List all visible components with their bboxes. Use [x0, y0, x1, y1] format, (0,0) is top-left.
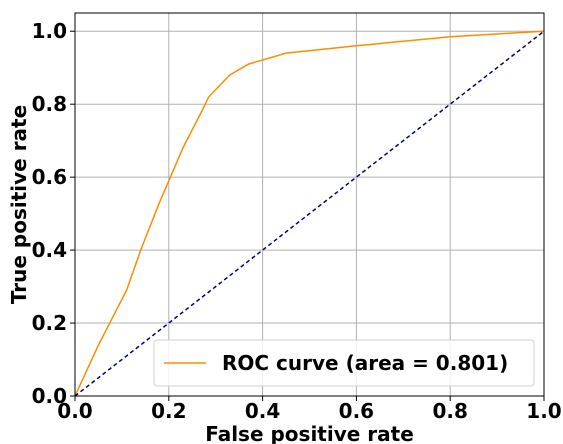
x-tick-label-1: 0.2 [151, 399, 186, 423]
y-tick-label-4: 0.8 [32, 92, 67, 116]
x-tick-label-0: 0.0 [57, 399, 92, 423]
diagonal-reference-line [74, 30, 545, 397]
legend: ROC curve (area = 0.801) [153, 339, 535, 387]
y-tick-label-1: 0.2 [32, 311, 67, 335]
legend-box [153, 339, 535, 387]
grid-lines [74, 13, 545, 397]
legend-label-roc: ROC curve (area = 0.801) [222, 351, 508, 375]
y-axis-ticks: 0.0 0.2 0.4 0.6 0.8 1.0 [32, 19, 75, 408]
y-tick-label-5: 1.0 [32, 19, 67, 43]
x-tick-label-4: 0.8 [432, 399, 467, 423]
y-tick-label-0: 0.0 [32, 384, 67, 408]
x-tick-label-3: 0.6 [339, 399, 374, 423]
x-axis-label: False positive rate [205, 422, 414, 444]
y-tick-label-2: 0.4 [32, 238, 67, 262]
y-axis-label: True positive rate [7, 105, 31, 304]
x-tick-label-5: 1.0 [526, 399, 561, 423]
series-lines [74, 30, 545, 397]
x-tick-label-2: 0.4 [245, 399, 280, 423]
y-tick-label-3: 0.6 [32, 165, 67, 189]
plot-frame [74, 12, 545, 397]
x-axis-ticks: 0.0 0.2 0.4 0.6 0.8 1.0 [57, 396, 562, 423]
roc-curve-line [74, 30, 545, 397]
